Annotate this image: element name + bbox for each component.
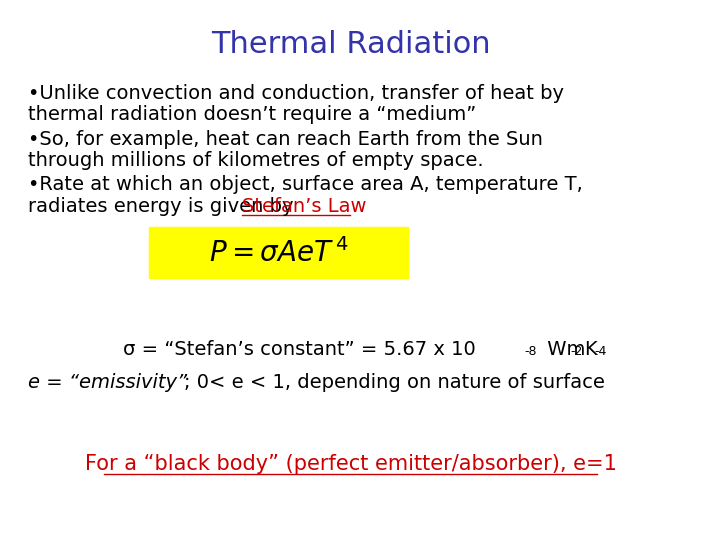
Text: -8: -8 [524,345,537,357]
Text: K: K [584,340,596,359]
Text: •Unlike convection and conduction, transfer of heat by: •Unlike convection and conduction, trans… [28,84,564,103]
Text: $P = \sigma AeT^{\,4}$: $P = \sigma AeT^{\,4}$ [209,238,349,268]
Text: Stefan’s Law: Stefan’s Law [242,197,366,216]
Text: Wm: Wm [541,340,585,359]
Text: •So, for example, heat can reach Earth from the Sun: •So, for example, heat can reach Earth f… [28,130,543,148]
Text: σ = “Stefan’s constant” = 5.67 x 10: σ = “Stefan’s constant” = 5.67 x 10 [122,340,475,359]
Text: through millions of kilometres of empty space.: through millions of kilometres of empty … [28,151,484,170]
Text: e = “emissivity”: e = “emissivity” [28,373,187,392]
Text: thermal radiation doesn’t require a “medium”: thermal radiation doesn’t require a “med… [28,105,477,124]
Text: -2: -2 [570,345,583,357]
Text: •Rate at which an object, surface area A, temperature T,: •Rate at which an object, surface area A… [28,176,582,194]
Text: For a “black body” (perfect emitter/absorber), e=1: For a “black body” (perfect emitter/abso… [84,454,616,474]
FancyBboxPatch shape [149,227,408,278]
Text: -4: -4 [595,345,607,357]
Text: radiates energy is given by: radiates energy is given by [28,197,300,216]
Text: Thermal Radiation: Thermal Radiation [211,30,490,59]
Text: ; 0< e < 1, depending on nature of surface: ; 0< e < 1, depending on nature of surfa… [184,373,605,392]
